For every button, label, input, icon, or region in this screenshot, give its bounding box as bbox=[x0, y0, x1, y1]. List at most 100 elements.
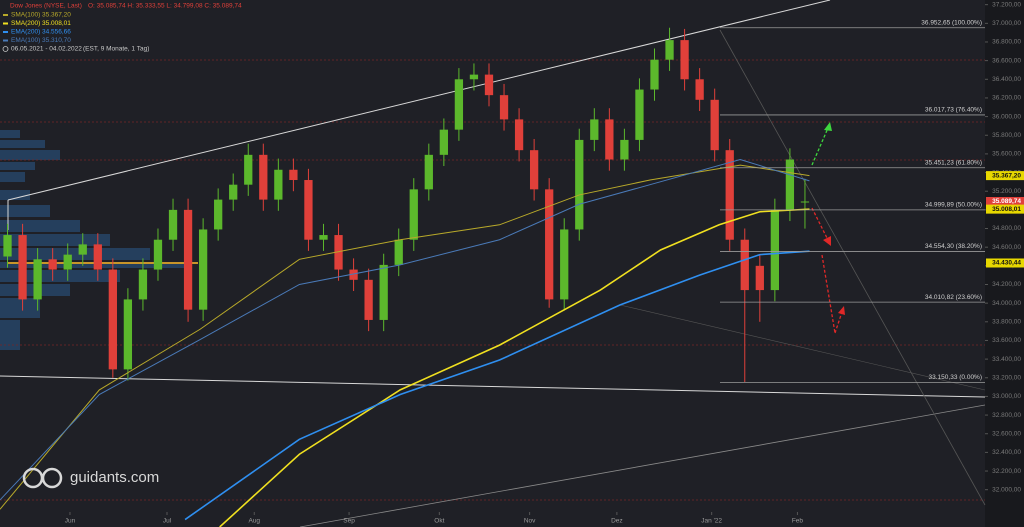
candle-body bbox=[168, 209, 178, 240]
fib-label: 36.017,73 (76.40%) bbox=[925, 107, 982, 114]
candle-body bbox=[710, 99, 719, 151]
x-tick-label: Aug bbox=[248, 518, 260, 525]
candle-body bbox=[725, 150, 734, 240]
y-tick-label: 35.200,00 bbox=[992, 188, 1021, 195]
legend-swatch bbox=[3, 14, 8, 16]
fib-label: 34.999,89 (50.00%) bbox=[925, 202, 982, 209]
candle-body bbox=[454, 79, 464, 130]
candle-body bbox=[289, 169, 298, 181]
x-tick-label: Sep bbox=[343, 518, 355, 525]
price-tag-label: 34.430,44 bbox=[992, 260, 1021, 267]
candle-body bbox=[665, 40, 674, 60]
y-tick-label: 37.200,00 bbox=[992, 1, 1021, 8]
candle-body bbox=[153, 239, 163, 270]
candle-body bbox=[545, 189, 554, 300]
x-tick-label: Jan '22 bbox=[701, 518, 722, 525]
candle-body bbox=[93, 244, 102, 270]
legend-name: EMA(200) bbox=[11, 29, 40, 36]
candle-body bbox=[529, 150, 539, 190]
price-tag-label: 35.367,20 bbox=[992, 172, 1021, 179]
y-tick-label: 35.600,00 bbox=[992, 151, 1021, 158]
legend-value: 34.556,66 bbox=[42, 29, 71, 36]
candle-body bbox=[78, 244, 87, 255]
ma-line bbox=[0, 158, 810, 501]
candle-body bbox=[3, 235, 12, 257]
y-tick-label: 32.400,00 bbox=[992, 449, 1021, 456]
y-tick-label: 33.200,00 bbox=[992, 374, 1021, 381]
candle-body bbox=[635, 89, 644, 140]
candle-body bbox=[620, 139, 629, 160]
candle-body bbox=[214, 199, 223, 230]
fib-label: 35.451,23 (61.80%) bbox=[925, 159, 982, 166]
fib-label: 36.952,65 (100.00%) bbox=[921, 19, 982, 26]
date-range-note: (EST, 9 Monate, 1 Tag) bbox=[83, 46, 149, 53]
legend-value: 35.008,01 bbox=[42, 20, 71, 27]
price-tag bbox=[986, 196, 1024, 206]
legend-name: EMA(100) bbox=[11, 37, 40, 44]
legend-swatch bbox=[3, 39, 8, 42]
x-tick-label: Okt bbox=[434, 518, 444, 525]
y-tick-label: 32.000,00 bbox=[992, 486, 1021, 493]
y-tick-label: 34.200,00 bbox=[992, 281, 1021, 288]
x-tick-label: Nov bbox=[524, 518, 536, 525]
candle-body bbox=[304, 180, 313, 240]
y-tick-label: 37.000,00 bbox=[992, 20, 1021, 27]
trend-lines bbox=[0, 0, 986, 527]
candle-body bbox=[394, 239, 403, 265]
candle-body bbox=[108, 269, 117, 370]
candle-body bbox=[484, 74, 494, 96]
candle-body bbox=[514, 119, 524, 151]
ohlc: O: 35.085,74 H: 35.333,55 L: 34.799,08 C… bbox=[88, 3, 242, 10]
candle-body bbox=[800, 201, 810, 203]
legend-name: SMA(100) bbox=[11, 12, 40, 19]
candle-body bbox=[63, 254, 72, 270]
fib-label: 33.150,33 (0.00%) bbox=[929, 374, 982, 381]
candle-body bbox=[785, 159, 795, 210]
y-tick-label: 34.800,00 bbox=[992, 225, 1021, 232]
candle-body bbox=[499, 95, 509, 120]
legend-value: 35.367,20 bbox=[42, 12, 71, 19]
candle-body bbox=[183, 209, 193, 310]
candle-body bbox=[590, 119, 599, 140]
y-tick-label: 34.600,00 bbox=[992, 244, 1021, 251]
level-lines bbox=[0, 59, 985, 501]
y-tick-label: 32.200,00 bbox=[992, 468, 1021, 475]
x-tick-label: Dez bbox=[611, 518, 623, 525]
y-tick-label: 33.000,00 bbox=[992, 393, 1021, 400]
symbol: Dow Jones (NYSE, Last) bbox=[10, 3, 82, 10]
x-tick-label: Jun bbox=[65, 518, 76, 525]
candle-body bbox=[123, 299, 133, 370]
legend-value: 35.310,70 bbox=[42, 37, 71, 44]
candle-body bbox=[319, 235, 328, 240]
fib-label: 34.554,30 (38.20%) bbox=[925, 243, 982, 250]
candle-body bbox=[560, 229, 569, 300]
fib-label: 34.010,82 (23.60%) bbox=[925, 294, 982, 301]
candle-body bbox=[138, 269, 148, 300]
legend-swatch bbox=[3, 22, 8, 25]
candle-body bbox=[575, 139, 584, 230]
y-tick-label: 34.000,00 bbox=[992, 300, 1021, 307]
price-tag bbox=[986, 258, 1024, 268]
candle-body bbox=[424, 154, 433, 190]
clock-icon bbox=[2, 46, 9, 52]
ma-line bbox=[184, 250, 810, 521]
x-tick-label: Jul bbox=[163, 518, 172, 525]
y-tick-label: 35.800,00 bbox=[992, 132, 1021, 139]
candle-body bbox=[18, 235, 27, 300]
price-tag bbox=[986, 204, 1024, 214]
y-tick-label: 36.200,00 bbox=[992, 95, 1021, 102]
ma-line bbox=[219, 208, 810, 527]
y-tick-label: 33.400,00 bbox=[992, 356, 1021, 363]
y-tick-label: 32.600,00 bbox=[992, 430, 1021, 437]
price-tag-label: 35.008,01 bbox=[992, 206, 1021, 213]
candle-body bbox=[650, 59, 659, 90]
candle-body bbox=[259, 154, 268, 200]
candle-body bbox=[605, 119, 614, 160]
arrows bbox=[811, 122, 845, 334]
candle-body bbox=[770, 209, 779, 291]
logo: guidants.com bbox=[22, 467, 159, 489]
x-tick-label: Feb bbox=[792, 518, 804, 525]
candle-body bbox=[695, 79, 704, 100]
candle-body bbox=[409, 189, 418, 240]
